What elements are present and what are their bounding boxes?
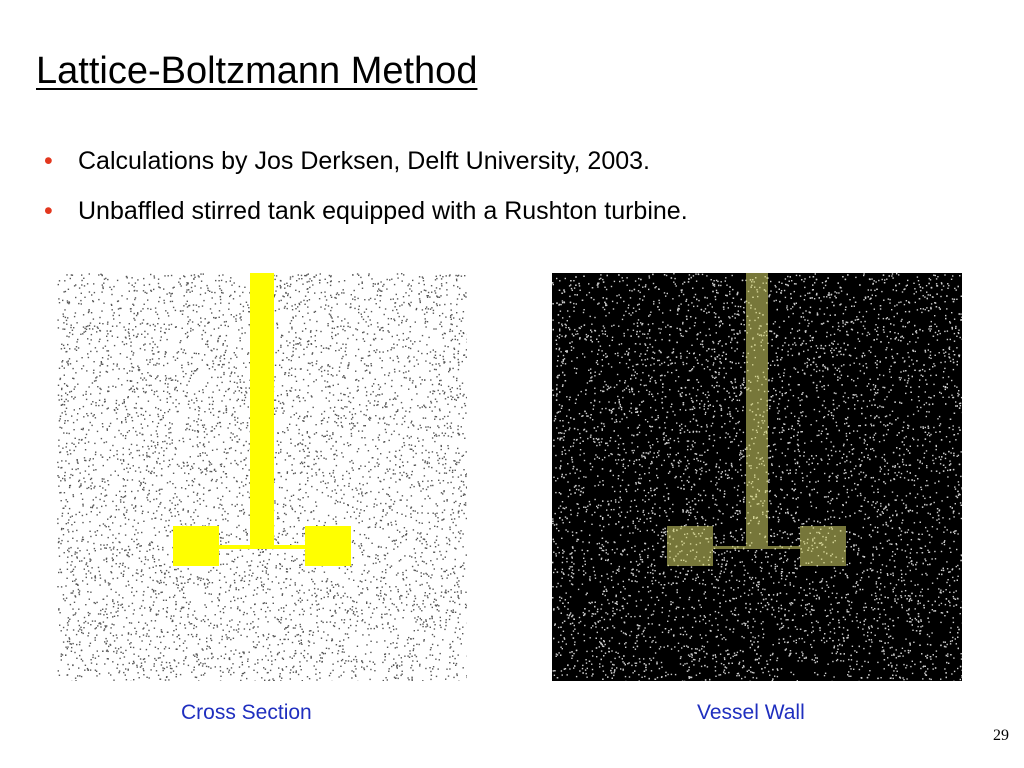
figure-caption: Vessel Wall xyxy=(697,701,805,724)
bullet-marker: • xyxy=(44,147,53,175)
bullet-text: Calculations by Jos Derksen, Delft Unive… xyxy=(78,147,650,175)
bullet-list: • Calculations by Jos Derksen, Delft Uni… xyxy=(44,143,688,243)
particle-field xyxy=(552,273,962,681)
impeller-shape xyxy=(173,273,351,566)
bullet-marker: • xyxy=(44,197,53,225)
vessel-wall-image xyxy=(552,273,962,681)
particle-field xyxy=(57,273,467,681)
cross-section-image xyxy=(57,273,467,681)
page-number: 29 xyxy=(993,727,1009,744)
slide-title: Lattice-Boltzmann Method xyxy=(36,50,478,92)
figure-caption: Cross Section xyxy=(181,701,312,724)
impeller-shape xyxy=(667,273,846,566)
bullet-text: Unbaffled stirred tank equipped with a R… xyxy=(78,197,688,225)
bullet-item: • Calculations by Jos Derksen, Delft Uni… xyxy=(44,143,688,193)
bullet-item: • Unbaffled stirred tank equipped with a… xyxy=(44,193,688,243)
